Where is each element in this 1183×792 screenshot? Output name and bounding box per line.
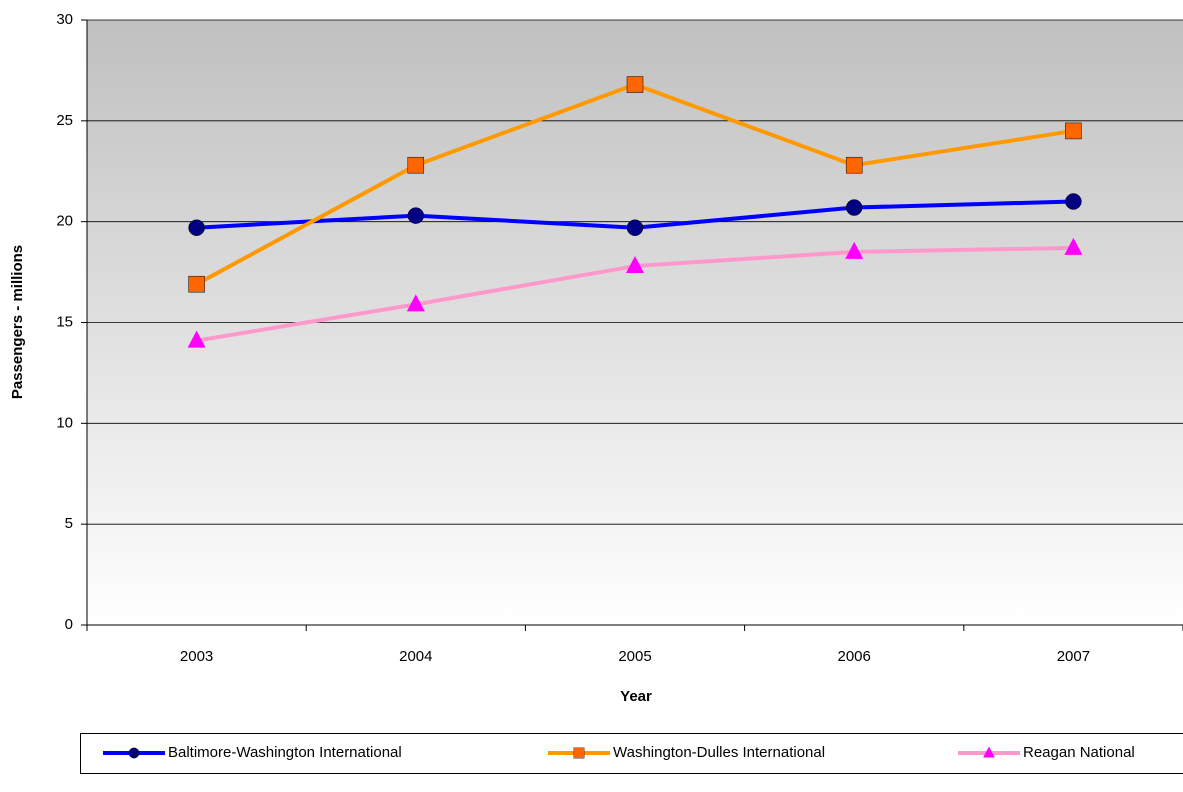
marker bbox=[407, 207, 425, 224]
marker bbox=[626, 219, 644, 236]
legend-label: Washington-Dulles International bbox=[613, 744, 825, 761]
y-tick-label: 10 bbox=[56, 414, 73, 431]
y-axis-label: Passengers - millions bbox=[9, 245, 26, 399]
marker bbox=[626, 76, 644, 93]
marker bbox=[845, 199, 863, 216]
marker bbox=[1065, 122, 1082, 140]
y-tick-label: 30 bbox=[56, 11, 73, 28]
x-tick-label: 2007 bbox=[1057, 648, 1090, 665]
marker bbox=[626, 256, 644, 274]
marker bbox=[188, 219, 205, 236]
marker bbox=[845, 156, 863, 174]
marker bbox=[188, 275, 205, 293]
y-tick-label: 25 bbox=[56, 112, 73, 129]
marker bbox=[406, 294, 425, 312]
y-tick-label: 15 bbox=[56, 313, 73, 330]
y-tick-label: 0 bbox=[65, 616, 73, 633]
legend-label: Reagan National bbox=[1023, 744, 1135, 761]
x-axis-label: Year bbox=[620, 688, 652, 705]
x-tick-label: 2004 bbox=[399, 648, 432, 665]
legend-label: Baltimore-Washington International bbox=[168, 744, 402, 761]
legend-marker bbox=[983, 746, 995, 758]
x-tick-label: 2006 bbox=[838, 648, 871, 665]
marker bbox=[1065, 193, 1082, 210]
legend-marker bbox=[128, 747, 140, 759]
marker bbox=[407, 156, 425, 174]
x-tick-label: 2005 bbox=[618, 648, 651, 665]
marker bbox=[1064, 237, 1083, 255]
y-tick-label: 20 bbox=[56, 213, 73, 230]
x-tick-label: 2003 bbox=[180, 648, 213, 665]
y-tick-label: 5 bbox=[65, 515, 73, 532]
marker bbox=[187, 330, 206, 348]
marker bbox=[845, 241, 864, 259]
legend-marker bbox=[573, 747, 585, 759]
